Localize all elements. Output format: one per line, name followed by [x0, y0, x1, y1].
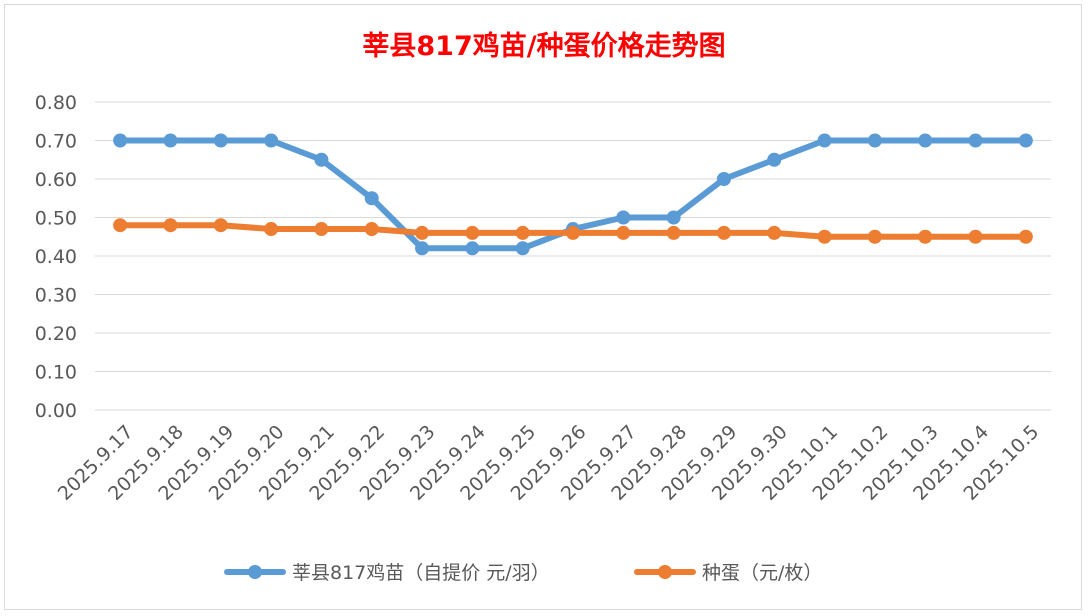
series-2	[113, 218, 1033, 244]
legend-label: 种蛋（元/枚）	[702, 562, 822, 584]
data-point	[566, 225, 580, 240]
data-point	[1018, 229, 1033, 244]
data-point	[918, 229, 933, 244]
data-point	[364, 191, 379, 206]
chart-frame: 莘县817鸡苗/种蛋价格走势图 0.00 0.10 0.20 0.30 0.40 0.50…	[4, 4, 1082, 610]
legend-item: 种蛋（元/枚）	[634, 562, 822, 584]
y-tick-label: 0.80	[35, 92, 77, 114]
data-point	[264, 133, 279, 148]
series-layer	[113, 133, 1033, 256]
data-point	[767, 152, 782, 167]
data-point	[666, 225, 681, 240]
data-point	[415, 241, 430, 256]
data-point	[666, 210, 681, 225]
y-tick-label: 0.00	[35, 400, 77, 422]
data-point	[213, 218, 228, 233]
data-point	[968, 133, 983, 148]
data-point	[264, 222, 279, 237]
data-point	[817, 229, 832, 244]
y-tick-label: 0.10	[35, 362, 77, 384]
legend-swatch-marker	[658, 565, 672, 579]
data-point	[163, 218, 178, 233]
data-point	[113, 218, 128, 233]
data-point	[113, 133, 128, 148]
y-tick-label: 0.40	[35, 246, 77, 268]
data-point	[1018, 133, 1033, 148]
y-tick-label: 0.30	[35, 285, 77, 307]
data-point	[314, 152, 329, 167]
data-point	[867, 229, 882, 244]
data-point	[867, 133, 882, 148]
data-point	[716, 172, 731, 186]
y-tick-label: 0.20	[35, 323, 77, 345]
data-point	[716, 225, 731, 240]
legend-swatch-marker	[248, 565, 262, 579]
legend: 莘县817鸡苗（自提价 元/羽） 种蛋（元/枚）	[224, 562, 822, 584]
gridlines	[95, 101, 1051, 411]
data-point	[968, 229, 983, 244]
data-point	[213, 133, 228, 148]
data-point	[314, 222, 329, 237]
line-chart: 莘县817鸡苗/种蛋价格走势图 0.00 0.10 0.20 0.30 0.40 0.50…	[35, 31, 1051, 584]
data-point	[767, 225, 782, 240]
data-point	[364, 222, 379, 237]
data-point	[515, 225, 530, 240]
data-point	[163, 133, 178, 148]
chart-title: 莘县817鸡苗/种蛋价格走势图	[362, 31, 725, 62]
data-point	[465, 225, 480, 240]
data-point	[415, 225, 430, 240]
y-tick-label: 0.60	[35, 169, 77, 191]
y-axis-ticks: 0.00 0.10 0.20 0.30 0.40 0.50 0.60 0.70 0.80	[35, 92, 77, 422]
data-point	[616, 225, 631, 240]
data-point	[817, 133, 832, 148]
x-axis-ticks: 2025.9.172025.9.182025.9.192025.9.202025…	[54, 421, 1044, 505]
data-point	[616, 210, 631, 225]
data-point	[918, 133, 933, 148]
legend-label: 莘县817鸡苗（自提价 元/羽）	[292, 562, 550, 584]
data-point	[465, 241, 480, 256]
legend-item: 莘县817鸡苗（自提价 元/羽）	[224, 562, 550, 584]
y-tick-label: 0.50	[35, 208, 77, 230]
data-point	[515, 241, 530, 256]
y-tick-label: 0.70	[35, 131, 77, 153]
